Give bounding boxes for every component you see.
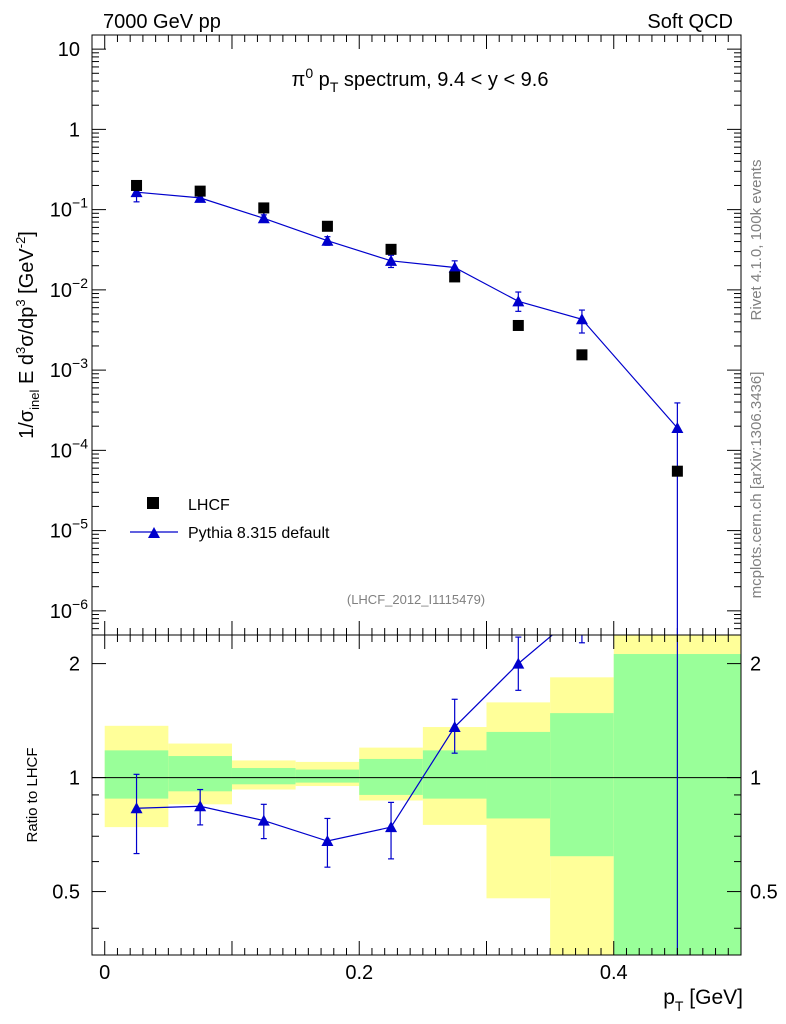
- legend-marker-pythia: [148, 527, 160, 538]
- main-y-axis-label: 1/σinel E d3σ/dp3 [GeV-2]: [13, 231, 42, 439]
- lhcf-point: [194, 185, 206, 197]
- lhcf-point: [671, 465, 683, 477]
- ratio-y-tick-label-right: 2: [750, 654, 761, 676]
- header-process-label: Soft QCD: [647, 11, 733, 33]
- x-tick-label: 0.2: [345, 962, 373, 984]
- ratio-green-band: [550, 713, 614, 857]
- lhcf-point: [449, 271, 461, 283]
- ratio-green-band: [231, 768, 296, 785]
- ratio-y-tick-label-right: 0.5: [750, 882, 778, 904]
- source-credit-label: mcplots.cern.ch [arXiv:1306.3436]: [748, 372, 765, 599]
- main-y-tick-label: 10−5: [50, 516, 88, 543]
- main-y-tick-label: 10−1: [50, 195, 88, 222]
- legend: LHCF Pythia 8.315 default: [130, 497, 330, 542]
- main-series-group: [130, 179, 684, 635]
- ratio-frame: [91, 634, 742, 956]
- analysis-id-label: (LHCF_2012_I1115479): [347, 592, 485, 607]
- ratio-point: [130, 802, 143, 814]
- pythia-point: [385, 254, 398, 266]
- legend-label-pythia: Pythia 8.315 default: [188, 525, 330, 542]
- ratio-green-band: [168, 756, 232, 792]
- ratio-point: [257, 814, 270, 826]
- lhcf-point: [385, 243, 397, 255]
- lhcf-point: [131, 179, 143, 191]
- rivet-version-label: Rivet 4.1.0, 100k events: [748, 160, 765, 321]
- ratio-y-axis-label: Ratio to LHCF: [24, 747, 41, 842]
- ratio-point: [194, 800, 207, 812]
- x-tick-labels: 0 0.2 0.4: [99, 962, 627, 984]
- lhcf-point: [576, 349, 588, 361]
- x-axis-label: pT [GeV]: [663, 986, 743, 1014]
- pythia-point: [512, 295, 525, 307]
- legend-label-lhcf: LHCF: [188, 497, 230, 514]
- main-y-tick-label: 10−2: [50, 275, 88, 302]
- ratio-green-band: [359, 758, 423, 795]
- ratio-point: [385, 821, 398, 833]
- main-y-tick-labels: 10−6 10−5 10−4 10−3 10−2 10−1 1 10: [50, 39, 88, 623]
- pythia-point: [448, 261, 461, 273]
- ratio-y-tick-label-left: 1: [69, 768, 80, 790]
- ratio-series-group: [130, 604, 678, 955]
- legend-marker-lhcf: [147, 497, 159, 509]
- ratio-point: [512, 657, 525, 669]
- main-y-tick-label: 10−4: [50, 435, 88, 462]
- main-y-tick-label: 10−3: [50, 355, 88, 382]
- main-axis-ticks: [92, 35, 742, 636]
- pythia-point: [130, 186, 143, 198]
- pythia-point: [194, 191, 207, 203]
- ratio-point: [321, 835, 334, 847]
- x-tick-label: 0.4: [600, 962, 628, 984]
- main-y-tick-label: 10: [58, 39, 80, 61]
- ratio-green-band: [422, 750, 487, 799]
- ratio-y-tick-label-left: 0.5: [52, 882, 80, 904]
- lhcf-point: [258, 202, 270, 214]
- ratio-y-tick-labels: 0.5 0.5 1 1 2 2: [52, 654, 778, 904]
- pythia-point: [575, 313, 588, 325]
- plot-title: π0 pT spectrum, 9.4 < y < 9.6: [292, 65, 549, 95]
- ratio-y-tick-label-left: 2: [69, 654, 80, 676]
- main-panel: 10−6 10−5 10−4 10−3 10−2 10−1 1 10 π0 pT spectr…: [13, 34, 742, 636]
- pythia-point: [321, 234, 334, 246]
- lhcf-point: [512, 319, 524, 331]
- ratio-y-tick-label-right: 1: [750, 768, 761, 790]
- pythia-line: [136, 191, 678, 429]
- ratio-axis-ticks: [92, 635, 742, 955]
- pythia-point: [671, 421, 684, 433]
- main-frame: [91, 34, 742, 636]
- ratio-panel: 0.5 0.5 1 1 2 2 0 0.2 0.4 Ratio to LHCF pT [GeV…: [24, 604, 778, 1014]
- ratio-point: [448, 721, 461, 733]
- header-beam-label: 7000 GeV pp: [103, 11, 221, 33]
- lhcf-point: [321, 220, 333, 232]
- ratio-point: [576, 604, 588, 615]
- pythia-point: [257, 212, 270, 224]
- ratio-green-band: [486, 731, 551, 819]
- x-tick-label: 0: [99, 962, 110, 984]
- main-y-tick-label: 1: [69, 119, 80, 141]
- ratio-green-band: [295, 769, 360, 783]
- main-y-tick-label: 10−6: [50, 596, 88, 623]
